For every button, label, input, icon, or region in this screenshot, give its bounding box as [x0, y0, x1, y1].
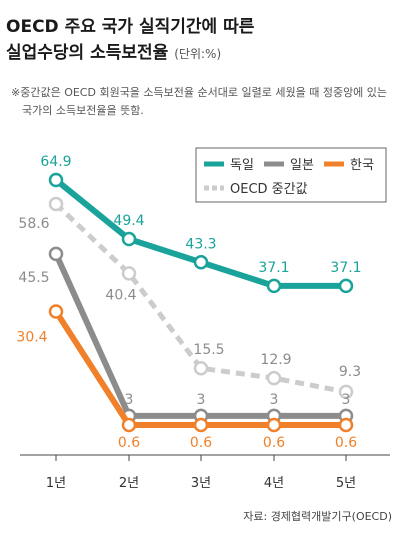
data-point — [121, 266, 137, 281]
title-line-1: OECD 주요 국가 실직기간에 따른 — [6, 17, 255, 37]
data-point — [338, 384, 354, 400]
data-point — [48, 172, 64, 188]
data-point — [48, 246, 64, 262]
data-point — [266, 370, 282, 386]
data-point — [193, 255, 209, 270]
data-point — [121, 231, 137, 247]
x-tick-label: 2년 — [119, 476, 139, 491]
data-label: 45.5 — [18, 270, 49, 286]
data-label: 9.3 — [339, 364, 361, 380]
data-label: 3 — [125, 392, 134, 408]
data-point — [193, 360, 209, 376]
x-tick-label: 1년 — [46, 476, 66, 491]
data-point — [338, 278, 354, 294]
footnote: ※중간값은 OECD 회원국을 소득보전율 순서대로 일렬로 세웠을 때 정중앙… — [11, 86, 388, 117]
data-label: 15.5 — [193, 342, 224, 358]
x-tick-label: 3년 — [191, 476, 211, 491]
title-line-2-wrap: 실업수당의 소득보전율 (단위:%) — [6, 40, 254, 67]
legend-label: 독일 — [230, 158, 254, 173]
data-point — [193, 417, 209, 433]
data-label: 43.3 — [185, 236, 216, 252]
chart-title: OECD 주요 국가 실직기간에 따른 실업수당의 소득보전율 (단위:%) — [6, 14, 254, 67]
data-label: 37.1 — [330, 260, 361, 276]
data-label: 49.4 — [113, 213, 144, 229]
data-label: 3 — [342, 392, 351, 408]
data-label: 0.6 — [118, 435, 140, 451]
unit-label: (단위:%) — [174, 47, 222, 61]
x-tick-label: 5년 — [336, 476, 356, 491]
data-label: 3 — [270, 392, 279, 408]
data-point — [48, 196, 64, 212]
series-line — [54, 202, 347, 395]
data-label: 37.1 — [258, 260, 289, 276]
legend-label: 일본 — [290, 158, 314, 173]
data-label: 58.6 — [18, 216, 49, 232]
title-line-2: 실업수당의 소득보전율 — [6, 43, 169, 63]
source-note: 자료: 경제협력개발기구(OECD) — [243, 510, 392, 523]
data-label: 0.6 — [190, 435, 212, 451]
legend-label: 한국 — [350, 158, 374, 173]
data-label: 0.6 — [335, 435, 357, 451]
data-label: 30.4 — [16, 329, 47, 345]
data-label: 12.9 — [260, 352, 291, 368]
data-label: 0.6 — [263, 435, 285, 451]
data-point — [121, 417, 137, 433]
legend-label: OECD 중간값 — [230, 182, 308, 197]
legend — [195, 147, 387, 203]
data-label: 64.9 — [40, 154, 71, 170]
x-tick-label: 4년 — [264, 476, 284, 491]
data-label: 3 — [197, 392, 206, 408]
data-point — [266, 278, 282, 294]
data-point — [48, 304, 64, 319]
data-point — [338, 417, 354, 433]
data-point — [266, 417, 282, 433]
data-label: 40.4 — [105, 287, 136, 303]
